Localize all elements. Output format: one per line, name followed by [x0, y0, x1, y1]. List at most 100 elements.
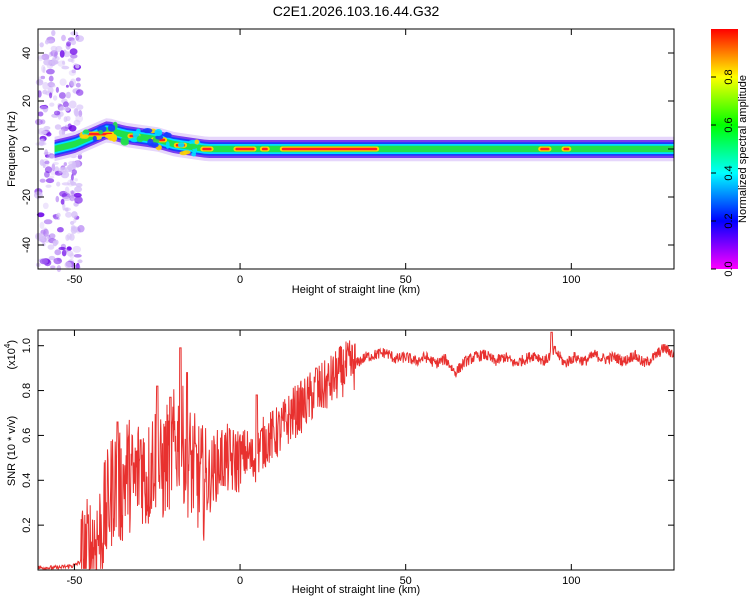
noise-blob	[75, 114, 84, 123]
noise-blob	[70, 39, 77, 46]
noise-blob	[50, 265, 56, 269]
noise-blob	[57, 257, 62, 262]
svg-text:(x104): (x104)	[3, 340, 18, 370]
band-peak-red	[235, 147, 255, 151]
noise-blob	[67, 250, 74, 257]
band-blob	[194, 139, 200, 145]
y-tick-label: 0	[21, 146, 33, 152]
noise-blob	[60, 198, 65, 205]
snr-line	[37, 331, 675, 571]
noise-blob	[55, 86, 60, 93]
noise-blob	[71, 169, 78, 176]
noise-blob	[73, 254, 82, 258]
noise-blob	[39, 105, 49, 110]
y-tick-label: 0.4	[21, 473, 33, 488]
noise-blob	[59, 190, 68, 197]
colorbar: 0.0 0.2 0.4 0.6 0.8 Normalized spectral ampl…	[711, 29, 749, 277]
noise-blob	[39, 105, 49, 111]
noise-blob	[39, 42, 44, 48]
noise-blob	[70, 53, 78, 59]
noise-blob	[63, 162, 67, 167]
noise-blob	[41, 64, 46, 73]
spectrogram-x-ticks: -50 0 50 100	[66, 29, 580, 286]
noise-blob	[56, 181, 61, 187]
band-green	[54, 127, 675, 153]
y-tick-label: 40	[21, 47, 33, 59]
noise-blob	[76, 104, 84, 110]
noise-blob	[68, 164, 73, 172]
band-blob	[81, 134, 89, 139]
noise-blob	[65, 207, 69, 212]
band-peak-red	[202, 147, 212, 151]
noise-blob	[38, 54, 43, 62]
noise-blob	[51, 30, 56, 36]
noise-blob	[65, 211, 72, 218]
band-peak-red	[281, 147, 378, 151]
noise-blob	[66, 41, 72, 47]
noise-blob	[56, 212, 61, 218]
noise-blob	[62, 101, 69, 108]
colorbar-tick-label: 0.4	[723, 165, 735, 180]
noise-blob	[74, 196, 83, 204]
noise-blob	[70, 181, 77, 186]
noise-blob	[65, 84, 69, 88]
noise-blob	[48, 153, 55, 159]
band-blob	[179, 151, 188, 156]
snr-x-axis-title: Height of straight line (km)	[292, 584, 420, 596]
noise-blob	[50, 50, 59, 57]
noise-blob	[62, 171, 67, 176]
band-blob	[136, 135, 144, 143]
noise-blob	[46, 63, 54, 69]
noise-blob	[44, 149, 49, 157]
snr-chart: -50 0 50 100 0.2 0.4 0.6 0.8 1.0 Height of stra…	[3, 329, 675, 596]
noise-blob	[65, 234, 70, 241]
band-blob	[92, 135, 97, 142]
y-tick-label: 0.2	[21, 517, 33, 532]
noise-blob	[35, 118, 43, 126]
noise-blob	[57, 60, 66, 67]
band-blob	[111, 134, 118, 142]
noise-blob	[58, 129, 65, 137]
y-tick-label: -40	[21, 237, 33, 253]
noise-blob	[47, 86, 54, 94]
noise-blob	[42, 82, 49, 90]
x-tick-label: 100	[562, 575, 580, 587]
noise-blob	[68, 69, 77, 76]
x-tick-label: -50	[66, 575, 82, 587]
noise-blob	[40, 75, 46, 80]
snr-frame	[37, 329, 675, 571]
noise-blob	[42, 89, 48, 95]
noise-blob	[70, 220, 75, 225]
noise-blob	[52, 95, 58, 101]
noise-blob	[78, 110, 83, 117]
noise-blob	[66, 246, 72, 251]
y-tick-label: 1.0	[21, 338, 33, 353]
noise-blob	[43, 151, 52, 155]
noise-blob	[68, 100, 77, 109]
noise-blob	[49, 92, 53, 99]
noise-blob	[45, 184, 52, 188]
noise-blob	[66, 232, 72, 241]
x-tick-label: 100	[562, 274, 580, 286]
noise-blob	[62, 60, 65, 65]
colorbar-tick-label: 0.2	[723, 213, 735, 228]
figure-title: C2E1.2026.103.16.44.G32	[273, 3, 440, 19]
noise-blob	[76, 89, 84, 96]
noise-blob	[73, 217, 77, 223]
noise-blob	[52, 214, 57, 218]
noise-blob	[42, 242, 46, 247]
band-blob	[142, 128, 153, 134]
band-blob	[155, 135, 164, 140]
noise-blob	[51, 58, 57, 66]
noise-blob	[46, 154, 55, 159]
band-peak-red	[261, 147, 268, 151]
noise-blob	[71, 265, 81, 270]
noise-blob	[52, 162, 59, 165]
noise-blob	[39, 138, 44, 147]
noise-blob	[59, 106, 65, 111]
x-tick-label: 0	[237, 274, 243, 286]
noise-blob	[64, 106, 70, 112]
noise-blob	[51, 84, 56, 88]
noise-blob	[64, 261, 72, 269]
